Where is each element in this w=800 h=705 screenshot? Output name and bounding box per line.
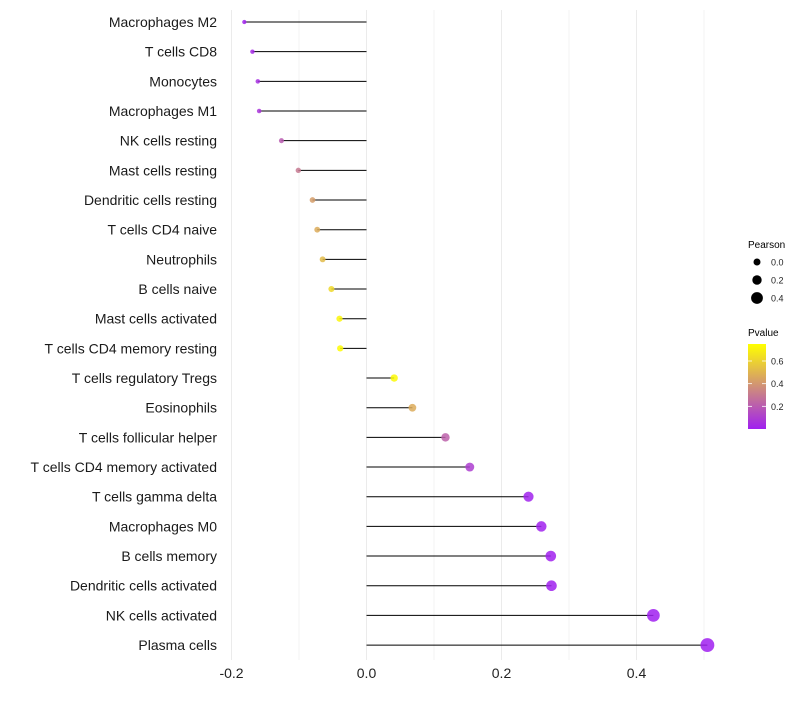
color-legend-label: 0.2 xyxy=(771,402,784,412)
size-legend-key xyxy=(751,292,763,304)
y-category-label: T cells regulatory Tregs xyxy=(72,370,217,386)
size-legend-key xyxy=(752,275,762,285)
y-axis-labels: Macrophages M2 T cells CD8 Monocytes Macrop… xyxy=(31,14,218,653)
data-point xyxy=(314,226,321,233)
data-point xyxy=(309,197,316,203)
y-category-label: Plasma cells xyxy=(138,637,217,653)
data-point xyxy=(250,49,255,54)
data-point xyxy=(390,374,398,382)
y-category-label: Macrophages M2 xyxy=(109,14,217,30)
size-legend-key xyxy=(753,258,761,266)
data-point xyxy=(255,79,261,84)
data-point xyxy=(536,521,547,532)
data-point xyxy=(545,550,557,562)
data-point xyxy=(278,138,284,144)
y-category-label: Monocytes xyxy=(149,73,217,89)
data-point xyxy=(441,433,450,442)
x-axis-labels: -0.2 0.0 0.2 0.4 xyxy=(219,665,646,681)
y-category-label: Macrophages M0 xyxy=(109,518,217,534)
size-legend-label: 0.0 xyxy=(771,258,784,268)
y-category-label: T cells CD4 naive xyxy=(108,222,218,238)
data-point xyxy=(328,285,335,293)
y-category-label: T cells follicular helper xyxy=(79,429,218,445)
x-tick-label: 0.2 xyxy=(492,665,512,681)
points xyxy=(242,19,715,653)
grid-lines xyxy=(231,10,705,660)
y-category-label: B cells memory xyxy=(121,548,217,564)
size-legend: 0.0 0.2 0.4 xyxy=(751,258,784,304)
y-category-label: Dendritic cells activated xyxy=(70,578,217,594)
data-point xyxy=(408,403,417,412)
y-category-label: Mast cells activated xyxy=(95,311,217,327)
y-category-label: Macrophages M1 xyxy=(109,103,217,119)
stems xyxy=(244,21,708,646)
data-point xyxy=(256,108,262,114)
data-point xyxy=(337,345,344,352)
y-category-label: NK cells activated xyxy=(106,607,217,623)
y-category-label: T cells gamma delta xyxy=(92,489,217,505)
data-point xyxy=(647,609,660,622)
data-point xyxy=(295,167,302,174)
y-category-label: T cells CD4 memory activated xyxy=(31,459,217,475)
size-legend-label: 0.4 xyxy=(771,294,784,304)
data-point xyxy=(336,315,343,322)
size-legend-label: 0.2 xyxy=(771,276,784,286)
color-bar xyxy=(748,344,766,429)
color-legend-label: 0.6 xyxy=(771,357,784,367)
data-point xyxy=(319,256,326,263)
y-category-label: Dendritic cells resting xyxy=(84,192,217,208)
data-point xyxy=(700,638,715,653)
y-category-label: Neutrophils xyxy=(146,251,217,267)
legend: Pearson 0.0 0.2 0.4 Pvalue 0.2 0.4 0.6 xyxy=(748,240,785,429)
data-point xyxy=(242,19,247,25)
color-legend-ticks: 0.2 0.4 0.6 xyxy=(748,357,784,412)
x-tick-label: 0.0 xyxy=(357,665,377,681)
y-category-label: Eosinophils xyxy=(145,400,217,416)
x-tick-label: 0.4 xyxy=(627,665,647,681)
y-category-label: T cells CD4 memory resting xyxy=(45,340,217,356)
y-category-label: B cells naive xyxy=(138,281,217,297)
y-category-label: T cells CD8 xyxy=(145,44,217,60)
y-category-label: NK cells resting xyxy=(120,133,217,149)
data-point xyxy=(546,580,557,592)
color-legend-title: Pvalue xyxy=(748,328,779,339)
y-category-label: Mast cells resting xyxy=(109,162,217,178)
size-legend-title: Pearson xyxy=(748,240,785,251)
color-legend-label: 0.4 xyxy=(771,379,784,389)
data-point xyxy=(523,491,534,502)
data-point xyxy=(465,462,475,472)
x-tick-label: -0.2 xyxy=(219,665,243,681)
